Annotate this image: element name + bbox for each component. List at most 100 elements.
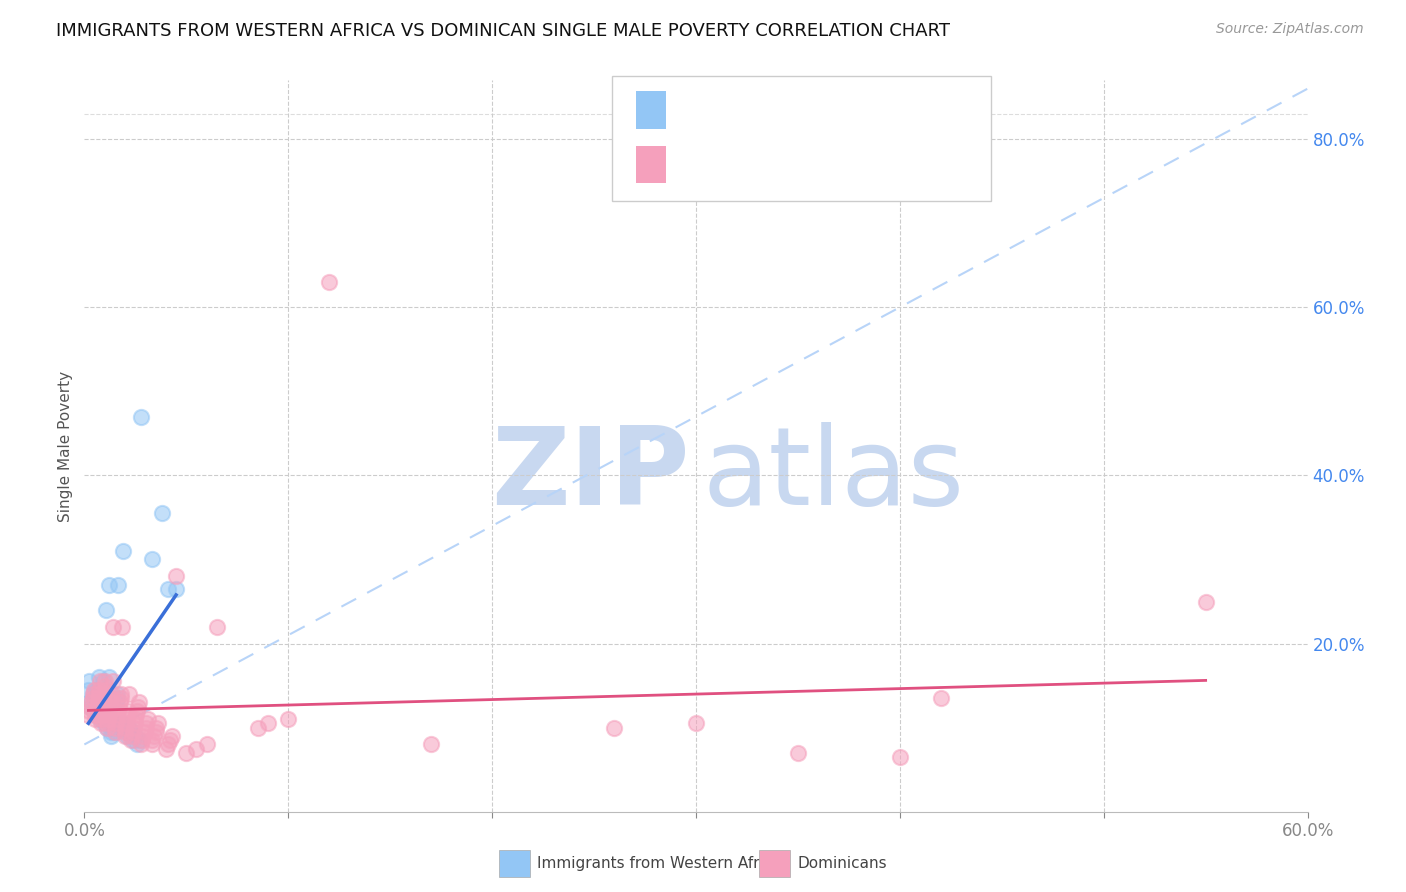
Point	[132, 729, 155, 743]
Point	[114, 721, 136, 735]
Point	[128, 733, 150, 747]
Point	[83, 695, 105, 709]
Point	[131, 733, 153, 747]
Point	[104, 724, 127, 739]
Point	[145, 721, 167, 735]
Point	[97, 704, 120, 718]
Point	[101, 716, 124, 731]
Point	[787, 746, 810, 760]
Point	[110, 691, 132, 706]
Point	[89, 712, 111, 726]
Point	[93, 687, 115, 701]
Point	[142, 729, 165, 743]
Point	[159, 733, 181, 747]
Point	[117, 704, 139, 718]
Point	[135, 721, 157, 735]
Point	[101, 620, 124, 634]
Point	[87, 687, 110, 701]
Point	[96, 721, 118, 735]
Point	[257, 716, 280, 731]
Point	[246, 721, 269, 735]
Point	[77, 708, 100, 723]
Point	[97, 578, 120, 592]
Point	[83, 682, 105, 697]
Point	[104, 695, 127, 709]
Text: R =: R =	[678, 158, 717, 177]
Point	[156, 582, 179, 596]
Point	[104, 721, 127, 735]
Point	[97, 712, 120, 726]
Text: Immigrants from Western Africa: Immigrants from Western Africa	[537, 856, 782, 871]
Point	[155, 741, 177, 756]
Point	[131, 409, 153, 424]
Point	[97, 708, 120, 723]
Point	[93, 679, 115, 693]
Point	[420, 738, 443, 752]
Point	[114, 729, 136, 743]
Y-axis label: Single Male Poverty: Single Male Poverty	[58, 370, 73, 522]
Point	[160, 729, 183, 743]
Point	[94, 691, 117, 706]
Point	[90, 716, 112, 731]
Point	[93, 695, 115, 709]
Point	[97, 704, 120, 718]
Point	[91, 674, 114, 689]
Point	[79, 699, 101, 714]
Point	[100, 695, 122, 709]
Point	[186, 741, 208, 756]
Point	[131, 738, 153, 752]
Point	[110, 721, 132, 735]
Point	[318, 275, 340, 289]
Point	[91, 699, 114, 714]
Point	[108, 699, 131, 714]
Point	[121, 729, 143, 743]
Point	[90, 695, 112, 709]
Point	[889, 750, 911, 764]
Point	[141, 552, 163, 566]
Text: R =: R =	[678, 103, 717, 121]
Point	[134, 724, 156, 739]
Text: ZIP: ZIP	[491, 422, 690, 528]
Point	[127, 738, 149, 752]
Point	[96, 716, 118, 731]
Point	[97, 670, 120, 684]
Point	[87, 687, 110, 701]
Point	[205, 620, 228, 634]
Point	[105, 691, 128, 706]
Point	[107, 704, 129, 718]
Point	[100, 729, 122, 743]
Point	[98, 699, 121, 714]
Point	[124, 721, 146, 735]
Point	[104, 716, 127, 731]
Point	[101, 687, 124, 701]
Point	[93, 716, 115, 731]
Point	[93, 695, 115, 709]
Point	[93, 704, 115, 718]
Point	[93, 682, 115, 697]
Point	[127, 699, 149, 714]
Point	[165, 582, 187, 596]
Point	[87, 691, 110, 706]
Point	[115, 708, 138, 723]
Point	[94, 603, 117, 617]
Point	[100, 724, 122, 739]
Point	[91, 687, 114, 701]
Point	[82, 687, 104, 701]
Point	[115, 712, 138, 726]
Point	[82, 687, 104, 701]
Point	[122, 724, 145, 739]
Point	[111, 620, 134, 634]
Text: N =: N =	[804, 158, 844, 177]
Point	[122, 733, 145, 747]
Point	[124, 729, 146, 743]
Point	[120, 733, 142, 747]
Point	[141, 733, 163, 747]
Point	[86, 704, 108, 718]
Point	[79, 704, 101, 718]
Point	[83, 712, 105, 726]
Point	[105, 712, 128, 726]
Point	[115, 729, 138, 743]
Point	[124, 712, 146, 726]
Point	[104, 721, 127, 735]
Point	[115, 716, 138, 731]
